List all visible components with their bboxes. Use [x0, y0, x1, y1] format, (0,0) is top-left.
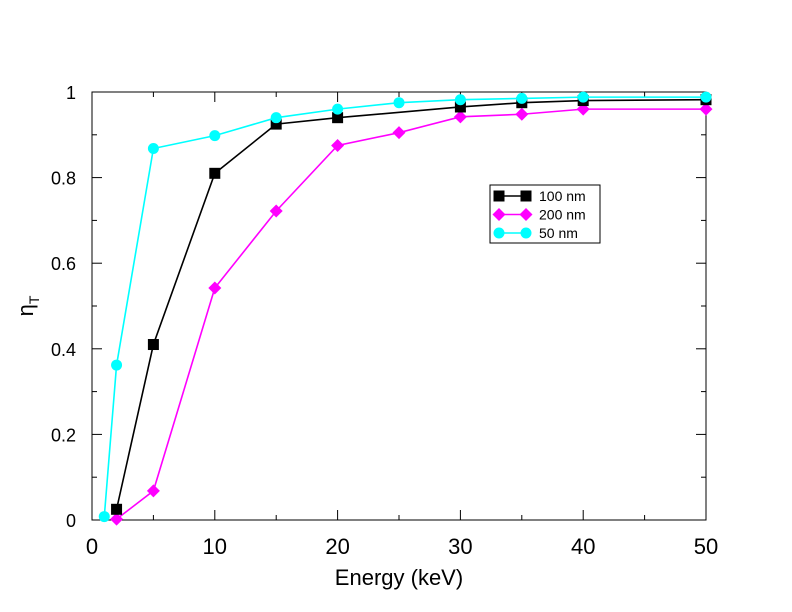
data-point-200-nm: [331, 139, 345, 152]
legend-label: 100 nm: [539, 188, 586, 204]
data-point-50-nm: [270, 112, 282, 124]
data-point-200-nm: [269, 204, 283, 218]
data-point-50-nm: [516, 92, 528, 104]
data-point-50-nm: [209, 130, 221, 142]
data-point-200-nm: [208, 281, 222, 295]
data-point-200-nm: [110, 512, 124, 526]
series-50-nm: [98, 91, 712, 523]
series-line-200-nm: [116, 108, 706, 520]
data-point-50-nm: [393, 97, 405, 109]
x-tick-label: 10: [203, 534, 227, 559]
data-point-200-nm: [515, 107, 529, 121]
y-tick-label: 0.8: [51, 169, 76, 189]
legend: 100 nm 200 nm 50 nm: [489, 184, 601, 244]
legend-marker: [520, 190, 532, 202]
y-tick-label: 0: [66, 511, 76, 531]
data-point-50-nm: [332, 103, 344, 115]
legend-marker: [493, 227, 505, 239]
y-axis-label: ηT: [13, 295, 42, 316]
legend-label: 200 nm: [539, 207, 586, 223]
data-point-200-nm: [699, 102, 713, 116]
x-tick-label: 50: [694, 534, 718, 559]
x-tick-label: 0: [86, 534, 98, 559]
data-point-50-nm: [700, 91, 712, 103]
x-tick-label: 30: [448, 534, 472, 559]
legend-marker: [492, 208, 506, 221]
data-point-100-nm: [454, 101, 466, 113]
data-point-200-nm: [146, 484, 160, 498]
y-axis-label-subscript: T: [26, 295, 42, 304]
y-tick-label: 0.4: [51, 340, 76, 360]
data-point-100-nm: [147, 339, 159, 351]
data-point-50-nm: [98, 511, 110, 523]
data-point-100-nm: [270, 118, 282, 130]
y-tick-label: 0.2: [51, 425, 76, 445]
data-point-50-nm: [454, 94, 466, 106]
y-axis-label-main: η: [13, 304, 38, 316]
legend-label: 50 nm: [539, 225, 578, 241]
data-point-200-nm: [453, 110, 467, 124]
legend-entry: 50 nm: [493, 225, 578, 241]
data-point-100-nm: [111, 503, 123, 515]
y-tick-label: 0.6: [51, 254, 76, 274]
x-axis-label: Energy (keV): [335, 565, 463, 590]
legend-marker: [493, 190, 505, 202]
data-point-50-nm: [147, 142, 159, 154]
legend-marker: [520, 227, 532, 239]
axes: 0 10 20 30 40 50 0 0.2 0.4 0.6 0.8 1: [51, 83, 718, 559]
x-tick-label: 20: [325, 534, 349, 559]
x-tick-label: 40: [571, 534, 595, 559]
legend-marker: [519, 208, 533, 221]
legend-entry: 100 nm: [493, 188, 586, 204]
data-point-100-nm: [332, 112, 344, 124]
data-point-50-nm: [111, 359, 123, 371]
y-tick-label: 1: [66, 83, 76, 103]
data-point-50-nm: [577, 91, 589, 103]
data-point-100-nm: [209, 167, 221, 179]
legend-entry: 200 nm: [492, 207, 586, 223]
data-point-200-nm: [392, 126, 406, 140]
series-layer: [98, 91, 713, 526]
